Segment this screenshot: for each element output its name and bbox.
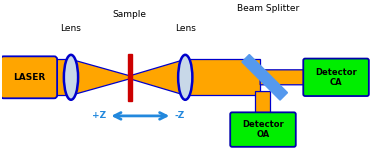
Ellipse shape [64,55,78,100]
FancyArrow shape [260,66,318,89]
FancyBboxPatch shape [303,59,369,96]
Text: -Z: -Z [174,111,184,120]
FancyBboxPatch shape [0,56,57,98]
FancyArrow shape [251,92,274,129]
Text: Beam Splitter: Beam Splitter [237,5,299,13]
Text: +Z: +Z [93,111,107,120]
Ellipse shape [178,55,192,100]
Polygon shape [130,59,185,95]
Polygon shape [71,59,130,95]
Text: Lens: Lens [60,24,81,33]
Polygon shape [54,59,71,95]
FancyBboxPatch shape [230,112,296,147]
Text: Detector
CA: Detector CA [315,68,357,87]
Polygon shape [242,55,287,100]
Text: Lens: Lens [175,24,196,33]
Text: Detector
OA: Detector OA [242,120,284,139]
Text: LASER: LASER [13,73,45,82]
Text: Sample: Sample [113,10,147,19]
Polygon shape [185,59,260,95]
Bar [128,54,132,101]
